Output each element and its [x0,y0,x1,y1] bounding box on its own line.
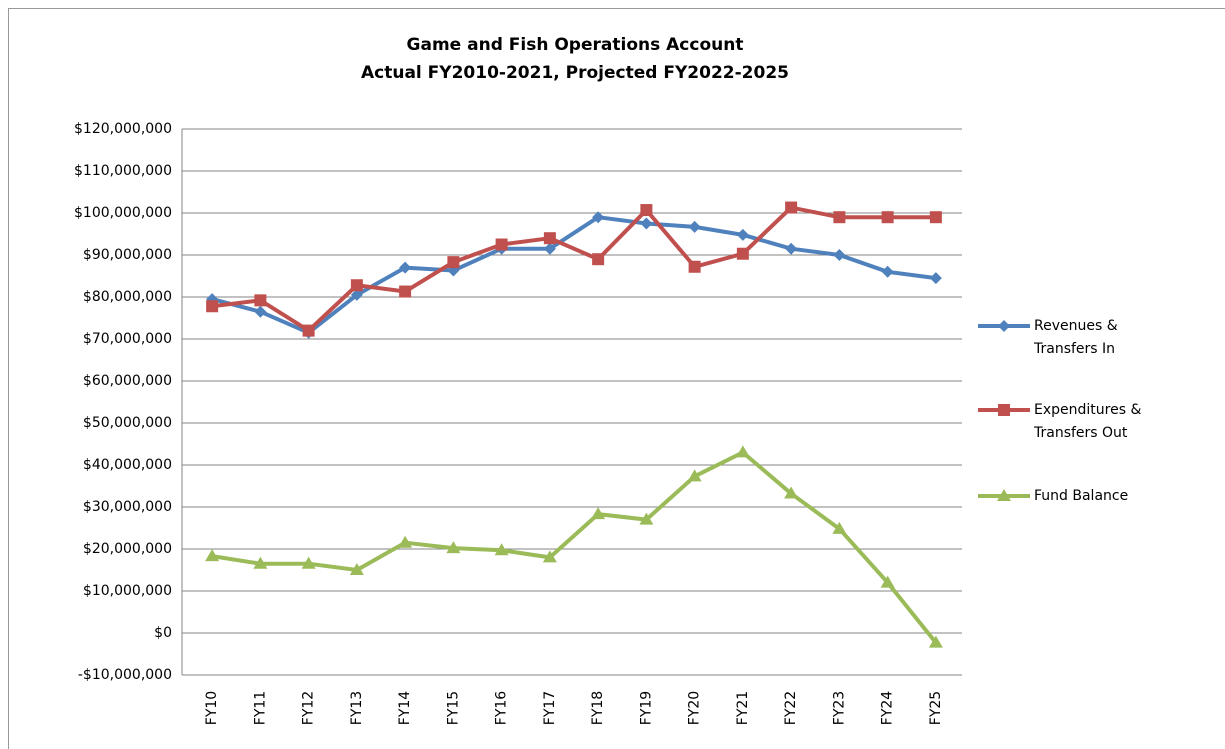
series-line [211,205,936,333]
marker [880,575,895,588]
x-tick-label: FY24 [880,691,896,726]
marker [592,211,605,224]
marker [399,261,412,274]
y-tick-label: $50,000,000 [83,415,172,431]
y-tick-label: $70,000,000 [83,331,172,347]
chart-frame [8,8,1225,749]
legend-label: Fund Balance [1034,488,1128,504]
x-tick-label: FY20 [687,691,703,725]
x-tick-label: FY16 [494,691,510,726]
y-tick-label: $100,000,000 [74,205,172,221]
marker [687,469,702,482]
legend-label-line: Revenues & [1034,318,1118,334]
x-tick-label: FY22 [783,691,799,725]
series-line [211,215,937,335]
legend-label: Expenditures & Transfers Out [1033,402,1141,441]
x-tick-label: FY12 [301,691,317,725]
legend-label-line: Expenditures & [1034,402,1141,418]
legend-label-line: Transfers Out [1033,425,1128,441]
marker [399,285,412,298]
marker [785,242,798,255]
marker [446,541,461,554]
x-tick-label: FY21 [735,691,751,725]
x-tick-label: FY10 [204,691,220,725]
y-tick-label: $60,000,000 [83,373,172,389]
marker [543,232,556,245]
marker [735,445,750,458]
marker [639,512,654,525]
marker [688,260,701,273]
marker [997,489,1011,501]
x-tick-label: FY25 [928,691,944,725]
marker [542,550,557,563]
x-tick-label: FY23 [831,691,847,725]
legend-label-line: Transfers In [1033,341,1115,357]
marker [592,253,605,266]
marker [736,247,749,260]
marker [784,486,799,499]
y-tick-label: $120,000,000 [74,121,172,137]
x-tick-label: FY19 [638,691,654,725]
marker [349,563,364,575]
x-tick-label: FY15 [445,691,461,725]
marker [640,217,653,230]
y-tick-label: $40,000,000 [83,457,172,473]
marker [302,324,315,337]
y-tick-label: $30,000,000 [83,499,172,515]
marker [833,249,846,261]
marker [881,265,894,278]
marker [591,507,606,520]
legend-label: Revenues & Transfers In [1033,318,1118,357]
marker [688,220,701,233]
chart-title: Game and Fish Operations Account [407,35,744,55]
marker [494,543,509,556]
marker [254,305,267,318]
marker [928,635,943,648]
y-tick-label: $20,000,000 [83,541,172,557]
marker [301,556,316,569]
marker [350,288,363,301]
marker [205,549,220,562]
y-tick-label: $90,000,000 [83,247,172,263]
marker [929,272,942,285]
marker [543,242,556,255]
y-tick-label: $80,000,000 [83,289,172,305]
marker [736,228,749,241]
x-tick-label: FY17 [542,691,558,725]
y-tick-label: $0 [154,625,172,641]
marker [253,556,268,569]
x-tick-label: FY11 [252,691,268,725]
series-line [211,450,938,644]
x-tick-label: FY14 [397,691,413,726]
marker [998,320,1010,332]
y-tick-label: $10,000,000 [83,583,172,599]
marker [640,204,653,217]
marker [785,201,798,214]
x-tick-label: FY18 [590,691,606,725]
marker [929,211,942,224]
y-tick-label: -$10,000,000 [78,667,172,683]
marker [254,294,267,307]
marker [398,535,413,548]
x-tick-label: FY13 [349,691,365,725]
marker [495,238,508,251]
marker [206,300,219,313]
y-tick-label: $110,000,000 [74,163,172,179]
marker [447,256,460,269]
marker [832,521,847,534]
marker [833,211,846,224]
marker [881,211,894,224]
marker [998,404,1010,416]
chart-subtitle: Actual FY2010-2021, Projected FY2022-202… [361,63,789,83]
marker [350,279,363,292]
